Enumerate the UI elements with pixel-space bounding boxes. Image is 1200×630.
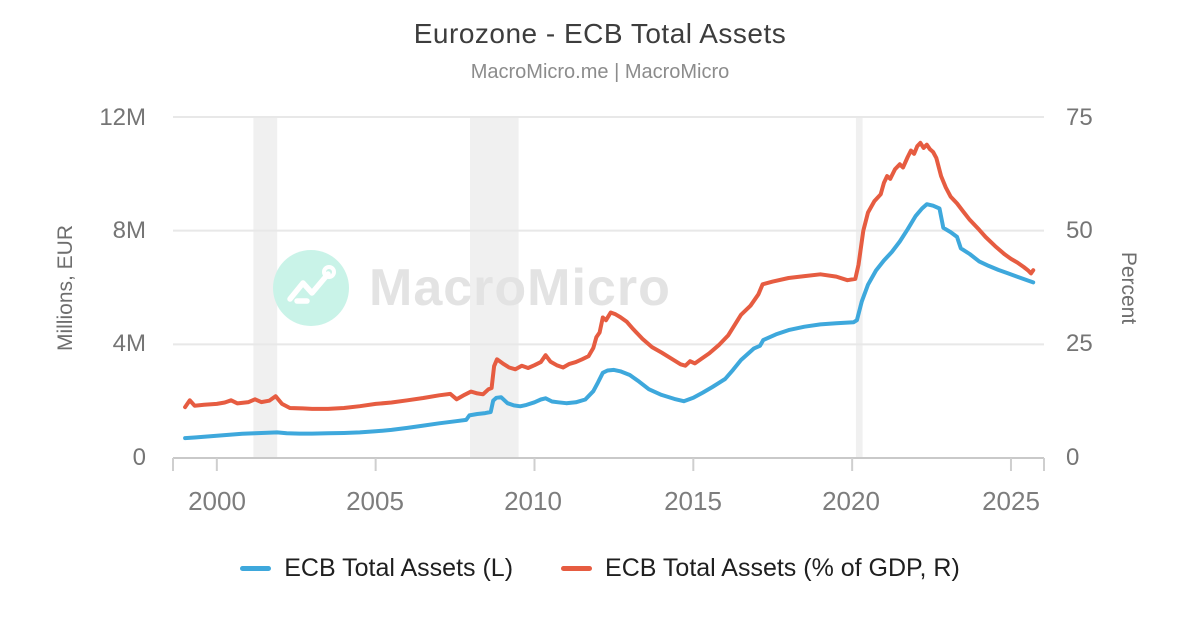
chart-title: Eurozone - ECB Total Assets: [413, 18, 787, 49]
x-axis-tick-2025: 2025: [982, 486, 1040, 516]
legend-label-left-series: ECB Total Assets (L): [284, 554, 514, 582]
x-axis-tick-2005: 2005: [346, 486, 404, 516]
legend-item-left-series[interactable]: ECB Total Assets (L): [240, 554, 513, 583]
left-axis-tick-0: 0: [132, 444, 146, 471]
legend-label-right-series: ECB Total Assets (% of GDP, R): [605, 554, 960, 582]
right-axis-tick-25: 25: [1066, 330, 1093, 357]
left-axis-tick-8m: 8M: [112, 217, 146, 244]
legend-item-right-series[interactable]: ECB Total Assets (% of GDP, R): [561, 554, 960, 583]
recession-band: [253, 117, 278, 458]
left-axis-tick-4m: 4M: [112, 330, 146, 357]
chart-subtitle: MacroMicro.me | MacroMicro: [470, 61, 730, 83]
x-axis-tick-2000: 2000: [188, 486, 246, 516]
right-axis-tick-50: 50: [1066, 217, 1093, 244]
x-axis-tick-2020: 2020: [822, 486, 880, 516]
legend-swatch-red: [561, 566, 593, 571]
legend-swatch-blue: [240, 566, 272, 571]
recession-band: [470, 117, 519, 458]
recession-band: [855, 117, 863, 458]
series-line-pct-of-gdp[interactable]: [183, 140, 1036, 411]
series-line-total-assets[interactable]: [183, 202, 1036, 441]
x-axis-tick-2010: 2010: [504, 486, 562, 516]
right-axis-tick-0: 0: [1066, 444, 1080, 471]
x-axis-tick-2015: 2015: [664, 486, 722, 516]
left-axis-tick-12m: 12M: [99, 104, 146, 131]
right-axis-tick-75: 75: [1066, 104, 1093, 131]
legend: ECB Total Assets (L) ECB Total Assets (%…: [0, 554, 1200, 583]
